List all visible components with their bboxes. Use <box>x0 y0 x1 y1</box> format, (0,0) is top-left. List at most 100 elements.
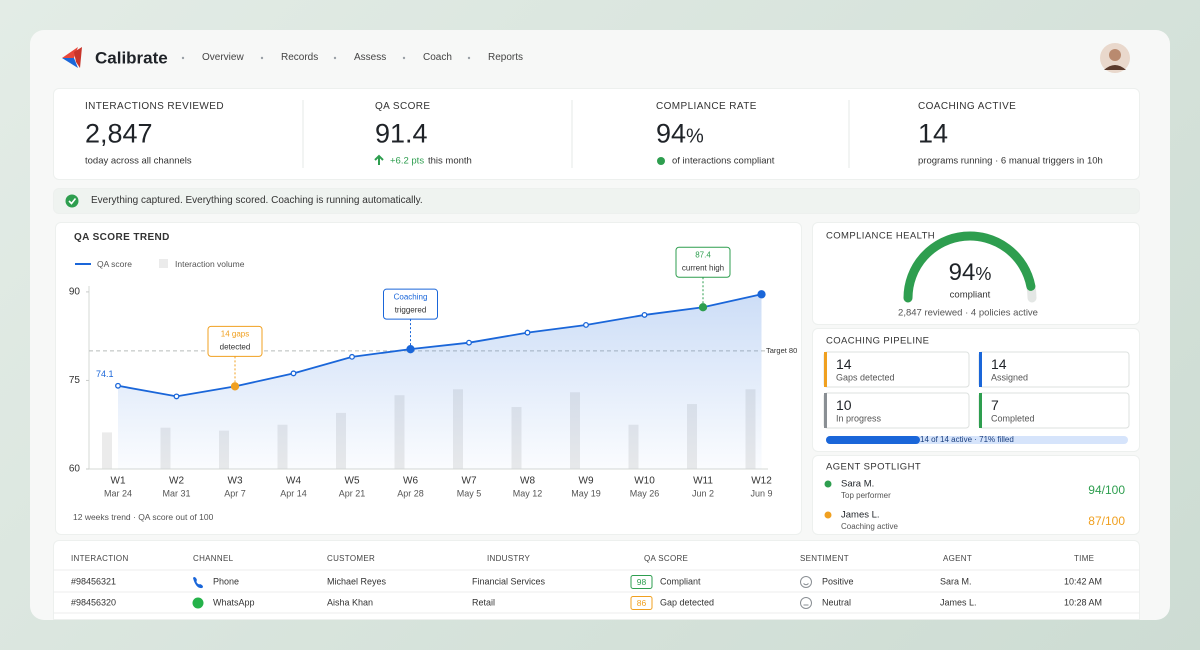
gauge-arc <box>903 231 1036 303</box>
annotation-text: 14 gaps <box>221 329 249 338</box>
spotlight-panel <box>812 455 1140 535</box>
table-cell: Aisha Khan <box>327 597 374 608</box>
nav-item[interactable]: Coach <box>423 52 452 63</box>
x-tick-label: W6 <box>403 476 418 487</box>
x-date-label: Mar 24 <box>104 488 132 498</box>
x-tick-label: W11 <box>693 476 713 487</box>
gauge-unit: % <box>975 264 992 284</box>
y-tick-label: 90 <box>69 287 81 298</box>
table-cell: 10:28 AM <box>1064 597 1103 608</box>
whatsapp-icon <box>192 597 204 609</box>
pipeline-label: Gaps detected <box>836 372 895 383</box>
agent-score: 94/100 <box>1088 483 1125 497</box>
table-cell: WhatsApp <box>213 597 255 608</box>
nav-item[interactable]: Records <box>281 52 319 63</box>
point <box>115 382 121 389</box>
table-cell[interactable]: #98456321 <box>71 576 117 587</box>
x-tick-label: W5 <box>345 476 360 487</box>
volume-bar <box>102 432 112 469</box>
table-header: TIME <box>1074 554 1095 563</box>
pipeline-value: 10 <box>836 397 852 413</box>
table-header: INTERACTION <box>71 554 129 563</box>
trend-chart: 60 75 90 Target 80 14 gaps detected Coaching tr… <box>69 246 797 498</box>
x-tick-label: W4 <box>286 476 301 487</box>
x-date-label: Apr 7 <box>224 488 246 498</box>
table-header: CHANNEL <box>193 554 234 563</box>
status-dot <box>657 157 665 165</box>
agent-role: Top performer <box>841 491 891 500</box>
x-tick-label: W8 <box>520 476 535 487</box>
check-mark <box>68 198 77 205</box>
x-date-label: May 5 <box>457 488 482 498</box>
agent-dot <box>824 480 832 488</box>
table-cell: Neutral <box>822 597 852 608</box>
table-cell: Positive <box>822 576 854 587</box>
brand: Calibrate <box>95 48 168 68</box>
point <box>757 290 766 299</box>
kpi-unit: % <box>686 125 704 148</box>
x-tick-label: W1 <box>111 476 126 487</box>
chart-footer: 12 weeks trend · QA score out of 100 <box>73 511 214 522</box>
nav-item[interactable]: Overview <box>202 52 244 63</box>
point <box>230 382 240 391</box>
progress-fill <box>826 436 920 444</box>
panel-title: COMPLIANCE HEALTH <box>826 230 936 242</box>
annotation-text: detected <box>220 342 251 351</box>
up-arrow <box>374 154 384 165</box>
x-date-label: May 19 <box>571 488 601 498</box>
legend-label: QA score <box>97 258 132 269</box>
x-tick-label: W10 <box>634 476 655 487</box>
kpi-label: COACHING ACTIVE <box>918 101 1017 112</box>
table-cell: Retail <box>472 597 496 608</box>
point <box>290 370 297 377</box>
kpi-value: 94% <box>656 118 704 149</box>
legend-swatch <box>159 259 168 268</box>
agent-dot <box>824 511 832 519</box>
check-icon <box>65 194 79 208</box>
kpi-note: programs running · 6 manual triggers in … <box>918 155 1103 167</box>
nav-item[interactable]: Assess <box>354 52 387 63</box>
sentiment-icons <box>800 576 812 609</box>
y-tick-label: 60 <box>69 464 81 475</box>
point <box>641 311 648 318</box>
kpi-value: 2,847 <box>85 118 153 149</box>
annotation-box <box>675 246 731 278</box>
kpi-label: QA SCORE <box>375 101 431 112</box>
y-tick-label: 75 <box>69 375 81 386</box>
value-label: 74.1 <box>96 369 114 379</box>
kpi-value: 91.4 <box>375 118 428 149</box>
pipeline-accent <box>979 352 982 387</box>
gauge <box>903 231 1037 303</box>
kpi-label: INTERACTIONS REVIEWED <box>85 101 224 112</box>
pipeline-label: Assigned <box>991 372 1029 383</box>
point <box>349 353 355 360</box>
x-tick-label: W3 <box>228 476 243 487</box>
kpi-note: of interactions compliant <box>672 155 775 167</box>
nav-item[interactable]: Reports <box>488 52 524 63</box>
table-header: INDUSTRY <box>487 554 531 563</box>
pipeline-label: Completed <box>991 413 1035 424</box>
point <box>173 393 180 400</box>
agent-name: James L. <box>841 509 880 521</box>
annotation-text: Coaching <box>394 292 428 301</box>
point <box>524 329 531 336</box>
kpi-note: this month <box>428 155 472 167</box>
gauge-footer: 2,847 reviewed · 4 policies active <box>898 307 1038 319</box>
x-tick-label: W7 <box>462 476 477 487</box>
kpi-dividers <box>302 100 850 168</box>
progress-label: 14 of 14 active · 71% filled <box>920 435 1014 444</box>
point <box>698 303 708 312</box>
table-cell: Sara M. <box>940 576 972 587</box>
pipeline-value: 7 <box>991 397 999 413</box>
table-header: QA SCORE <box>644 554 689 563</box>
table-lines <box>53 569 1140 614</box>
table-panel <box>53 540 1140 620</box>
table-cell: James L. <box>940 597 977 608</box>
line <box>117 293 762 398</box>
table-cell[interactable]: #98456320 <box>71 597 117 608</box>
avatar[interactable] <box>1100 43 1130 73</box>
table-cell: Gap detected <box>660 597 715 608</box>
x-tick-label: W9 <box>579 476 594 487</box>
banner <box>53 188 1140 214</box>
